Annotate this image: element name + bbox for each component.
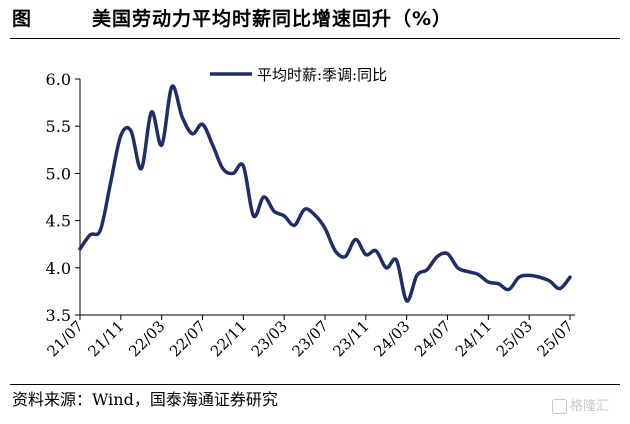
data-point (406, 300, 408, 302)
data-point (222, 168, 224, 170)
series-points (79, 85, 571, 302)
y-tick-label: 4.5 (46, 212, 71, 231)
data-point (467, 270, 469, 272)
x-axis-ticks: 21/0721/1122/0322/0722/1123/0323/0723/11… (44, 315, 577, 360)
data-point (99, 229, 101, 231)
data-point (569, 276, 571, 278)
data-point (303, 208, 305, 210)
data-point (109, 182, 111, 184)
figure-title-text: 美国劳动力平均时薪同比增速回升（%） (92, 8, 453, 30)
data-point (273, 210, 275, 212)
data-point (497, 283, 499, 285)
chart-axes (79, 79, 575, 316)
x-tick-label: 24/07 (411, 317, 454, 360)
data-point (232, 172, 234, 174)
x-tick-label: 23/11 (329, 317, 372, 360)
data-point (375, 250, 377, 252)
data-point (395, 259, 397, 261)
data-point (334, 250, 336, 252)
data-point (344, 255, 346, 257)
data-point (477, 273, 479, 275)
data-point (426, 269, 428, 271)
x-tick-label: 22/07 (166, 317, 209, 360)
data-point (130, 130, 132, 132)
data-point (120, 134, 122, 136)
y-tick-label: 5.5 (46, 117, 71, 136)
data-point (538, 276, 540, 278)
data-point (354, 238, 356, 240)
data-point (416, 274, 418, 276)
data-point (528, 274, 530, 276)
y-tick-label: 6.0 (46, 70, 71, 89)
data-point (293, 224, 295, 226)
series-line (78, 84, 572, 303)
data-point (559, 287, 561, 289)
x-tick-label: 23/03 (248, 317, 291, 360)
data-point (385, 267, 387, 269)
data-point (487, 281, 489, 283)
data-point (314, 214, 316, 216)
x-tick-label: 25/03 (493, 317, 536, 360)
data-point (140, 168, 142, 170)
x-tick-label: 25/07 (534, 317, 577, 360)
y-tick-label: 5.0 (46, 164, 71, 183)
x-tick-label: 22/03 (125, 317, 168, 360)
x-tick-label: 24/11 (452, 317, 495, 360)
data-point (79, 248, 81, 250)
source-rule (10, 384, 620, 385)
x-tick-label: 22/11 (207, 317, 250, 360)
data-point (161, 144, 163, 146)
figure-label: 图 (12, 8, 32, 30)
data-point (548, 280, 550, 282)
watermark-logo-icon (552, 399, 567, 414)
data-point (242, 165, 244, 167)
y-tick-label: 4.0 (46, 259, 71, 278)
data-point (212, 144, 214, 146)
legend: 平均时薪:季调:同比 (210, 66, 387, 84)
data-point (89, 234, 91, 236)
data-point (436, 255, 438, 257)
data-point (324, 227, 326, 229)
data-point (518, 276, 520, 278)
data-point (446, 252, 448, 254)
x-tick-label: 24/03 (370, 317, 413, 360)
source-note: 资料来源：Wind，国泰海通证券研究 (12, 390, 278, 409)
data-point (191, 133, 193, 135)
x-tick-label: 21/11 (84, 317, 127, 360)
y-axis-ticks: 3.5 4.0 4.5 5.0 5.5 6.0 (46, 70, 80, 325)
title-rule (10, 38, 620, 39)
data-point (365, 253, 367, 255)
data-point (508, 288, 510, 290)
y-tick-label: 3.5 (46, 306, 71, 325)
data-point (457, 267, 459, 269)
data-point (181, 116, 183, 118)
data-point (150, 111, 152, 113)
watermark: 格隆汇 (552, 395, 609, 414)
figure-title: 图 美国劳动力平均时薪同比增速回升（%） (0, 0, 630, 38)
data-point (201, 123, 203, 125)
x-tick-label: 23/07 (289, 317, 332, 360)
data-point (263, 196, 265, 198)
watermark-text: 格隆汇 (570, 399, 610, 414)
data-point (171, 85, 173, 87)
legend-label: 平均时薪:季调:同比 (257, 66, 387, 84)
data-point (283, 215, 285, 217)
data-point (252, 215, 254, 217)
